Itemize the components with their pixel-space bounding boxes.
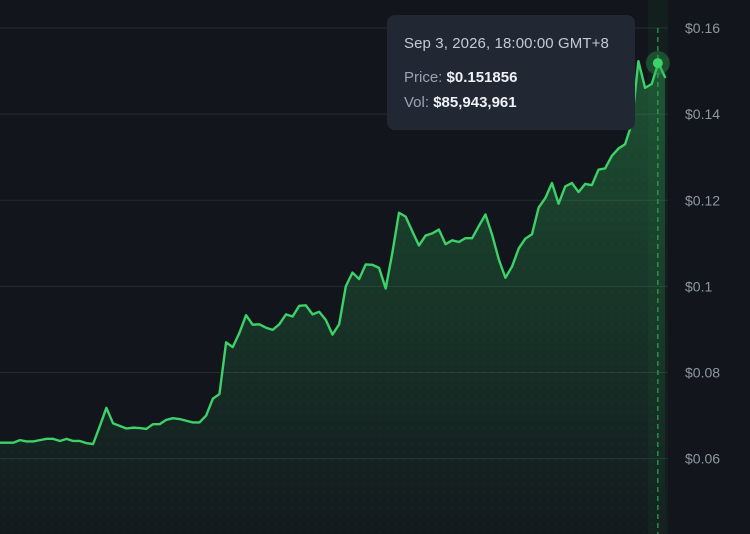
tooltip-date: Sep 3, 2026, 18:00:00 GMT+8 bbox=[404, 35, 609, 52]
area-fill bbox=[0, 61, 665, 534]
y-tick-label: $0.06 bbox=[685, 451, 720, 467]
tooltip-price-row: Price: $0.151856 bbox=[404, 69, 618, 86]
area-dot-texture bbox=[0, 61, 665, 534]
series-line bbox=[0, 59, 667, 446]
y-tick-label: $0.12 bbox=[685, 192, 720, 208]
y-tick-label: $0.14 bbox=[685, 106, 720, 122]
tooltip-volume-row: Vol: $85,943,961 bbox=[404, 94, 618, 111]
price-tooltip: Sep 3, 2026, 18:00:00 GMT+8 Price: $0.15… bbox=[387, 15, 635, 130]
y-tick-label: $0.08 bbox=[685, 365, 720, 381]
price-line bbox=[0, 59, 667, 446]
tooltip-price-label: Price: bbox=[404, 69, 443, 86]
tooltip-volume-label: Vol: bbox=[404, 94, 430, 111]
y-tick-label: $0.1 bbox=[685, 278, 712, 294]
crosshair bbox=[645, 0, 670, 534]
y-tick-label: $0.16 bbox=[685, 20, 720, 36]
y-axis: $0.16 $0.14 $0.12 $0.1 $0.08 $0.06 bbox=[685, 20, 720, 467]
tooltip-volume-value: $85,943,961 bbox=[433, 94, 517, 111]
highlight-point bbox=[652, 58, 663, 69]
tooltip-price-value: $0.151856 bbox=[446, 69, 518, 86]
